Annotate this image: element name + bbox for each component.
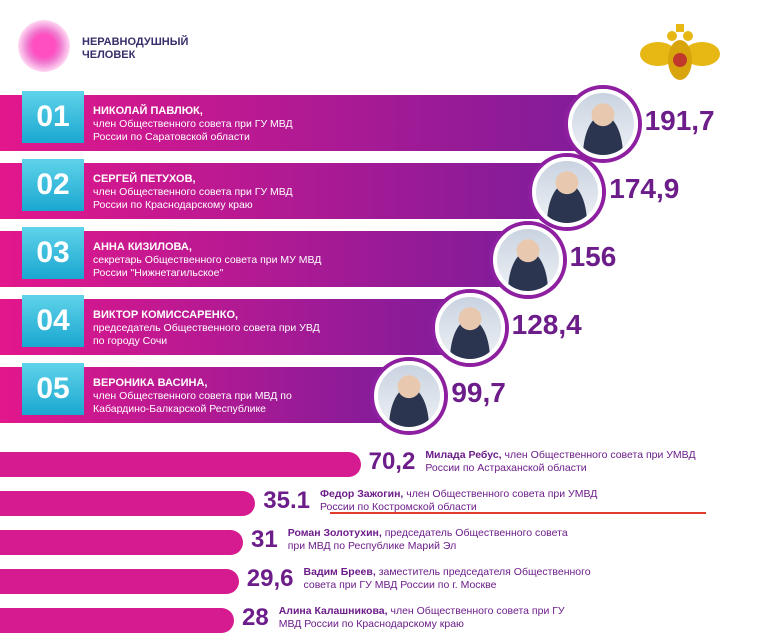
name: Алина Калашникова, <box>278 605 388 617</box>
brand-line: ЧЕЛОВЕК <box>82 49 136 61</box>
name: СЕРГЕЙ ПЕТУХОВ, <box>93 173 196 185</box>
row-label: 28 Алина Калашникова, член Общественного … <box>242 604 579 632</box>
bar <box>0 569 239 594</box>
value-label: 128,4 <box>511 309 582 340</box>
logo <box>18 20 70 72</box>
row-title: НИКОЛАЙ ПАВЛЮК, член Общественного совета… <box>93 105 328 144</box>
value-label: 191,7 <box>644 105 715 136</box>
name: Вадим Бреев, <box>303 566 376 578</box>
rank: 02 <box>22 159 84 211</box>
row-title: Федор Зажогин, член Общественного совета… <box>320 488 620 514</box>
row-title: ВЕРОНИКА ВАСИНА, член Общественного совет… <box>93 377 328 416</box>
name: Роман Золотухин, <box>287 527 382 539</box>
description: член Общественного совета при УМВД Росси… <box>425 449 696 474</box>
value-label: 35.1 <box>263 487 311 514</box>
photo <box>492 225 563 295</box>
rank: 01 <box>22 91 84 143</box>
name: АННА КИЗИЛОВА, <box>93 241 192 253</box>
row-title: ВИКТОР КОМИССАРЕНКО, председатель Обществ… <box>93 309 328 348</box>
name: Федор Зажогин, <box>320 488 404 500</box>
bar <box>0 95 603 151</box>
value-label: 99,7 <box>451 377 506 408</box>
row-title: Алина Калашникова, член Общественного со… <box>279 605 579 631</box>
value-label: 29,6 <box>246 565 294 592</box>
description: заместитель председателя Общественного с… <box>303 566 591 591</box>
row-title: Милада Ребус, член Общественного совета … <box>425 449 725 475</box>
row-label: 70,2 Милада Ребус, член Общественного сов… <box>369 448 726 476</box>
name: ВИКТОР КОМИССАРЕНКО, <box>93 309 239 321</box>
bar <box>0 608 234 633</box>
description: член Общественного совета при ГУ МВД Рос… <box>93 186 293 211</box>
bar <box>0 163 568 219</box>
row-label: 31 Роман Золотухин, председатель Обществе… <box>251 526 588 554</box>
name: ВЕРОНИКА ВАСИНА, <box>93 377 208 389</box>
row-title: Роман Золотухин, председатель Общественн… <box>288 527 588 553</box>
value-label: 70,2 <box>368 448 416 475</box>
emblem <box>640 24 720 80</box>
value-label: 174,9 <box>609 173 680 204</box>
rank: 04 <box>22 295 84 347</box>
row-label: 29,6 Вадим Бреев, заместитель председател… <box>247 565 604 593</box>
photo <box>434 293 505 363</box>
description: член Общественного совета при ГУ МВД Рос… <box>93 118 293 143</box>
photo <box>567 89 638 159</box>
brand: НЕРАВНОДУШНЫЙ ЧЕЛОВЕК <box>82 36 188 62</box>
description: член Общественного совета при МВД по Каб… <box>93 390 292 415</box>
rank: 05 <box>22 363 84 415</box>
brand-line: НЕРАВНОДУШНЫЙ <box>82 36 189 48</box>
name: Милада Ребус, <box>425 449 502 461</box>
row-title: АННА КИЗИЛОВА, секретарь Общественного со… <box>93 241 328 280</box>
bar <box>0 530 243 555</box>
description: секретарь Общественного совета при МУ МВ… <box>93 254 322 279</box>
row-label: 35.1 Федор Зажогин, член Общественного со… <box>263 487 620 515</box>
bar <box>0 491 256 516</box>
row-title: СЕРГЕЙ ПЕТУХОВ, член Общественного совета… <box>93 173 328 212</box>
description: член Общественного совета при ГУ МВД Рос… <box>278 605 565 630</box>
underline <box>330 512 706 514</box>
name: НИКОЛАЙ ПАВЛЮК, <box>93 105 203 117</box>
bar <box>0 231 528 287</box>
photo <box>374 361 445 431</box>
rank: 03 <box>22 227 84 279</box>
description: председатель Общественного совета при МВ… <box>287 527 568 552</box>
value-label: 31 <box>251 526 278 553</box>
value-label: 28 <box>242 604 269 631</box>
description: председатель Общественного совета при УВ… <box>93 322 320 347</box>
description: член Общественного совета при УМВД Росси… <box>320 488 598 513</box>
value-label: 156 <box>569 241 617 272</box>
bar <box>0 452 361 477</box>
row-title: Вадим Бреев, заместитель председателя Об… <box>304 566 604 592</box>
photo <box>532 157 603 227</box>
